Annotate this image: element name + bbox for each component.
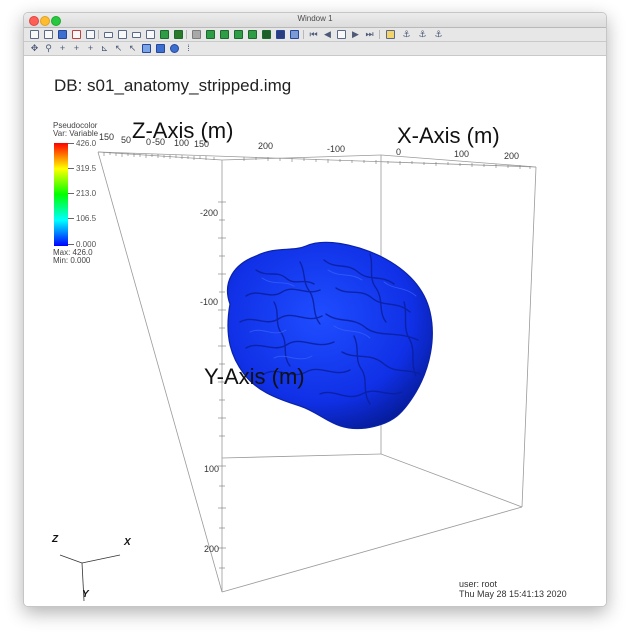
blank-window-icon[interactable]	[86, 30, 95, 39]
stop-icon[interactable]	[337, 30, 346, 39]
x-tick-label: 200	[258, 141, 274, 151]
line-out-icon[interactable]: ⊾	[100, 43, 109, 53]
z-tick-label: 0	[146, 137, 152, 147]
next-frame-icon[interactable]: ⏭	[365, 29, 374, 39]
plot-chart-icon[interactable]	[276, 30, 285, 39]
brain-highlights	[249, 269, 417, 360]
legend-plot-type: Pseudocolor	[53, 121, 98, 130]
triad-y-label: Y	[82, 589, 89, 600]
bounding-box-depth	[97, 151, 537, 593]
triad-x-label: X	[124, 537, 131, 548]
add-plot-icon[interactable]	[160, 30, 169, 39]
zoom-out-icon[interactable]: +	[73, 43, 80, 53]
legend-variable: Var: Variable	[53, 129, 99, 138]
copy-window-icon[interactable]	[58, 30, 67, 39]
sphere-icon[interactable]	[170, 44, 179, 53]
draw-plots-icon[interactable]	[174, 30, 183, 39]
maximize-window-button[interactable]	[51, 16, 61, 26]
scene-svg	[59, 151, 537, 602]
brain-surface	[226, 241, 433, 430]
legend-max: Max: 426.0	[53, 248, 93, 257]
bounding-box-front	[97, 151, 537, 593]
x-tick-label: 0	[396, 147, 402, 157]
navigate-icon[interactable]: ✥	[30, 43, 39, 53]
toolbar-separator	[379, 30, 380, 39]
tools-icon[interactable]	[386, 30, 395, 39]
close-window-button[interactable]	[29, 16, 39, 26]
plane-icon[interactable]	[142, 44, 151, 53]
x-axis-title: X-Axis (m)	[397, 123, 500, 148]
plot-green-3-icon[interactable]	[234, 30, 243, 39]
layout-single-icon[interactable]	[132, 32, 141, 38]
legend-tick: 0.000	[67, 240, 97, 249]
z-tick-label: 100	[174, 138, 190, 148]
database-label: DB: s01_anatomy_stripped.img	[54, 76, 292, 95]
x-tick-label: -100	[327, 144, 346, 154]
open-window-icon[interactable]	[44, 30, 53, 39]
line-icon[interactable]: ↖	[114, 43, 123, 53]
box-icon[interactable]	[156, 44, 165, 53]
left-edge-ticks	[218, 201, 226, 569]
legend-colorbar	[54, 143, 68, 246]
layout-grid-icon[interactable]	[146, 30, 155, 39]
y-tick-label: 100	[204, 464, 220, 474]
window-title: Window 1	[297, 14, 333, 23]
delete-window-icon[interactable]	[72, 30, 81, 39]
plot-dark-icon[interactable]	[262, 30, 271, 39]
toolbar-interaction: ✥ ⚲ + + + ⊾ ↖ ↖ ⁞	[24, 42, 606, 56]
minimize-window-button[interactable]	[40, 16, 50, 26]
zoom-in-icon[interactable]: +	[59, 43, 66, 53]
play-icon[interactable]: ▶	[352, 29, 359, 39]
cursor-icon[interactable]: ↖	[128, 43, 137, 53]
x-tick-label: 200	[504, 151, 520, 161]
plot-green-2-icon[interactable]	[220, 30, 229, 39]
brain-shape	[226, 241, 433, 430]
timestamp-label: Thu May 28 15:41:13 2020	[459, 589, 567, 599]
z-axis-title: Z-Axis (m)	[132, 118, 234, 143]
x-tick-label: 100	[454, 149, 470, 159]
more-icon[interactable]: ⁞	[187, 43, 190, 53]
user-label: user: root	[459, 579, 498, 589]
lock-time-icon[interactable]: ⚓	[418, 29, 427, 39]
plot-green-4-icon[interactable]	[248, 30, 257, 39]
toolbar-separator	[98, 30, 99, 39]
axis-triad	[59, 554, 121, 602]
z-tick-label: 50	[121, 135, 132, 145]
z-tick-label: 150	[99, 132, 115, 142]
zoom-icon[interactable]: ⚲	[45, 43, 52, 53]
lock-icon[interactable]: ⚓	[402, 29, 411, 39]
y-tick-label: -100	[200, 297, 219, 307]
z-tick-label: -50	[152, 137, 166, 147]
legend-min: Min: 0.000	[53, 256, 91, 265]
legend-tick: 106.5	[67, 214, 97, 223]
render-viewport[interactable]: DB: s01_anatomy_stripped.img Pseudocolor…	[24, 56, 606, 606]
y-tick-label: 200	[204, 544, 220, 554]
pick-icon[interactable]: +	[87, 43, 94, 53]
toolbar-separator	[303, 30, 304, 39]
save-image-icon[interactable]	[192, 30, 201, 39]
visit-window: Window 1 ⏮ ◀ ▶ ⏭ ⚓ ⚓ ⚓ ✥	[23, 12, 607, 607]
layout-1x2-icon[interactable]	[104, 32, 113, 38]
plot-gear-icon[interactable]	[290, 30, 299, 39]
brain-sulci	[239, 253, 421, 405]
top-edge-ticks	[103, 152, 531, 169]
legend-tick: 426.0	[67, 139, 97, 148]
toolbar-main: ⏮ ◀ ▶ ⏭ ⚓ ⚓ ⚓	[24, 28, 606, 42]
prev-frame-icon[interactable]: ◀	[324, 29, 331, 39]
y-axis-title: Y-Axis (m)	[204, 364, 305, 389]
legend-tick: 319.5	[67, 164, 97, 173]
y-tick-label: -200	[200, 208, 219, 218]
layout-2x2-icon[interactable]	[118, 30, 127, 39]
lock-tools-icon[interactable]: ⚓	[434, 29, 443, 39]
legend-tick: 213.0	[67, 189, 97, 198]
triad-z-label: Z	[52, 534, 59, 545]
toolbar-separator	[186, 30, 187, 39]
plot-green-1-icon[interactable]	[206, 30, 215, 39]
title-bar: Window 1	[24, 13, 606, 28]
first-frame-icon[interactable]: ⏮	[309, 29, 318, 39]
clear-window-icon[interactable]	[30, 30, 39, 39]
z-tick-label: 150	[194, 139, 210, 149]
